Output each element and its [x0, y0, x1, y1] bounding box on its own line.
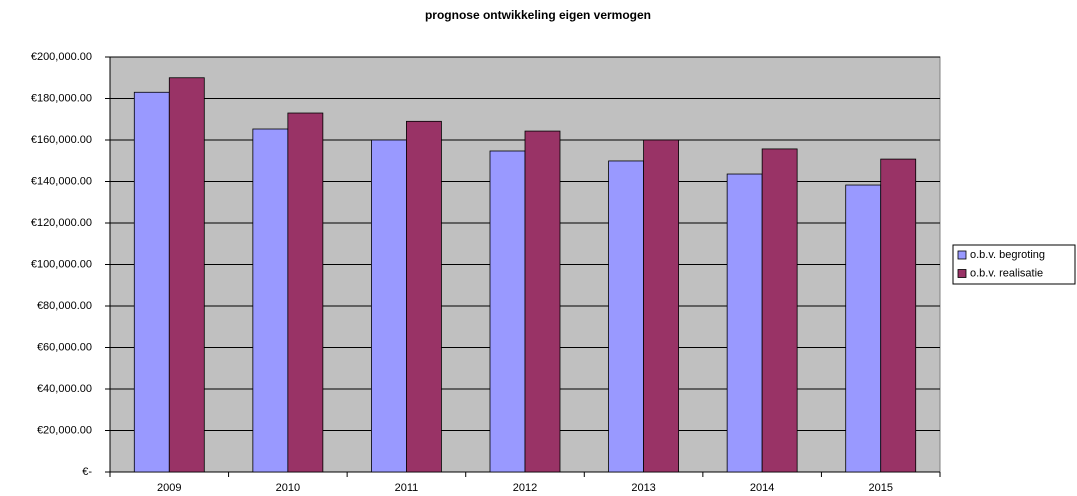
bar: [845, 184, 882, 473]
legend-box: [952, 244, 1076, 285]
bar: [371, 139, 407, 473]
bar: [608, 160, 644, 473]
legend-swatch: [957, 250, 967, 260]
x-tick-label: 2010: [276, 482, 300, 494]
x-tick-label: 2014: [750, 482, 774, 494]
x-tick-label: 2009: [157, 482, 181, 494]
bar: [252, 128, 289, 473]
bar: [287, 112, 324, 473]
y-tick-label: €120,000.00: [31, 217, 92, 229]
bar: [524, 130, 561, 473]
y-tick-label: €40,000.00: [37, 383, 92, 395]
y-tick-label: €180,000.00: [31, 92, 92, 104]
x-tick-label: 2015: [868, 482, 892, 494]
x-tick-label: 2013: [631, 482, 655, 494]
y-tick-label: €200,000.00: [31, 51, 92, 63]
legend-label: o.b.v. begroting: [970, 249, 1045, 261]
y-tick-label: €100,000.00: [31, 258, 92, 270]
legend-label: o.b.v. realisatie: [970, 267, 1043, 279]
y-tick-label: €60,000.00: [37, 341, 92, 353]
y-tick-label: €20,000.00: [37, 424, 92, 436]
bar: [168, 77, 205, 473]
x-tick-label: 2012: [513, 482, 537, 494]
bar: [489, 150, 526, 473]
bar: [643, 139, 679, 473]
chart-title: prognose ontwikkeling eigen vermogen: [425, 8, 651, 22]
y-tick-label: €80,000.00: [37, 300, 92, 312]
bar: [880, 158, 917, 473]
legend-swatch: [957, 269, 967, 278]
bar: [726, 173, 763, 473]
bar: [761, 148, 798, 473]
y-tick-label: €140,000.00: [31, 175, 92, 187]
bar: [133, 91, 170, 473]
x-tick-label: 2011: [395, 482, 419, 494]
bar: [406, 120, 442, 473]
y-tick-label: €-: [82, 466, 92, 478]
y-tick-label: €160,000.00: [31, 134, 92, 146]
